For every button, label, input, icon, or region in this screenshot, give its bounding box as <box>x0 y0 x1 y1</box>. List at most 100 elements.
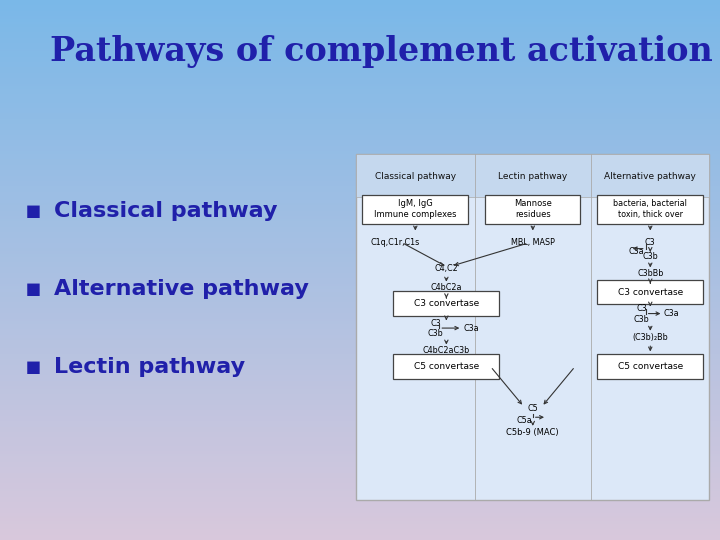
Bar <box>0 348 720 351</box>
Bar <box>0 329 720 332</box>
Bar <box>0 243 720 246</box>
Bar <box>0 54 720 57</box>
Bar <box>0 3 720 5</box>
Bar <box>0 313 720 316</box>
Text: C3a: C3a <box>629 247 644 256</box>
Bar <box>0 154 720 157</box>
Bar <box>0 213 720 216</box>
Bar <box>0 170 720 173</box>
Text: C3b: C3b <box>428 329 444 338</box>
Bar <box>0 219 720 221</box>
Bar <box>0 157 720 159</box>
Text: C3b: C3b <box>642 252 658 261</box>
Bar <box>0 65 720 68</box>
Bar <box>0 178 720 181</box>
Bar <box>0 308 720 310</box>
Bar <box>0 103 720 105</box>
Bar <box>0 381 720 383</box>
Bar <box>0 435 720 437</box>
Bar <box>0 464 720 467</box>
Bar <box>0 81 720 84</box>
Bar <box>0 202 720 205</box>
Bar <box>0 76 720 78</box>
Text: ▪: ▪ <box>25 277 42 301</box>
Bar <box>0 267 720 270</box>
Bar <box>0 510 720 513</box>
Bar <box>0 483 720 486</box>
Bar <box>0 486 720 489</box>
Bar <box>0 367 720 370</box>
Bar <box>0 448 720 451</box>
Bar <box>0 443 720 445</box>
Bar <box>0 392 720 394</box>
Bar <box>0 405 720 408</box>
Bar <box>0 5 720 8</box>
Bar <box>0 176 720 178</box>
Bar <box>0 378 720 381</box>
Bar <box>0 459 720 462</box>
Bar <box>0 335 720 338</box>
Bar <box>0 119 720 122</box>
Bar <box>0 437 720 440</box>
Bar <box>0 286 720 289</box>
Text: C3a: C3a <box>463 323 479 333</box>
Bar <box>0 143 720 146</box>
Bar <box>0 132 720 135</box>
Bar <box>0 211 720 213</box>
Bar <box>0 475 720 478</box>
Bar <box>0 148 720 151</box>
Text: Classical pathway: Classical pathway <box>54 200 277 221</box>
Text: C3: C3 <box>636 304 647 313</box>
Bar <box>0 135 720 138</box>
Text: ▪: ▪ <box>25 199 42 222</box>
Bar <box>0 351 720 354</box>
Bar <box>0 454 720 456</box>
Bar <box>0 100 720 103</box>
Bar <box>0 273 720 275</box>
Bar <box>0 248 720 251</box>
Text: C3 convertase: C3 convertase <box>414 299 479 308</box>
Text: C3b: C3b <box>634 315 649 323</box>
Bar <box>0 427 720 429</box>
Text: C4bC2aC3b: C4bC2aC3b <box>423 346 470 355</box>
Bar <box>0 46 720 49</box>
Bar <box>0 394 720 397</box>
Bar <box>393 354 499 379</box>
Bar <box>0 221 720 224</box>
Bar <box>0 462 720 464</box>
Bar <box>0 389 720 392</box>
Bar <box>0 537 720 540</box>
Bar <box>0 529 720 532</box>
Text: C5: C5 <box>528 404 538 414</box>
Bar <box>0 446 720 448</box>
Bar <box>0 270 720 273</box>
Bar <box>0 413 720 416</box>
Bar <box>0 35 720 38</box>
Bar <box>0 410 720 413</box>
Bar <box>0 84 720 86</box>
Bar <box>0 491 720 494</box>
Text: C5b-9 (MAC): C5b-9 (MAC) <box>506 428 559 437</box>
Bar <box>0 224 720 227</box>
Text: Classical pathway: Classical pathway <box>374 172 456 181</box>
Bar <box>0 97 720 100</box>
Bar <box>598 280 703 304</box>
Bar <box>0 30 720 32</box>
Bar <box>0 521 720 524</box>
Bar <box>0 397 720 400</box>
Bar <box>0 184 720 186</box>
Bar <box>0 281 720 284</box>
Bar <box>0 92 720 94</box>
Text: C1q,C1r,C1s: C1q,C1r,C1s <box>371 238 420 247</box>
Bar <box>0 343 720 346</box>
Bar <box>0 73 720 76</box>
Text: C3bBb: C3bBb <box>637 269 663 278</box>
Bar <box>0 340 720 343</box>
Bar <box>0 513 720 516</box>
Bar <box>0 94 720 97</box>
Bar <box>0 284 720 286</box>
Bar <box>0 310 720 313</box>
Bar <box>0 57 720 59</box>
Bar <box>0 289 720 292</box>
Bar <box>0 332 720 335</box>
